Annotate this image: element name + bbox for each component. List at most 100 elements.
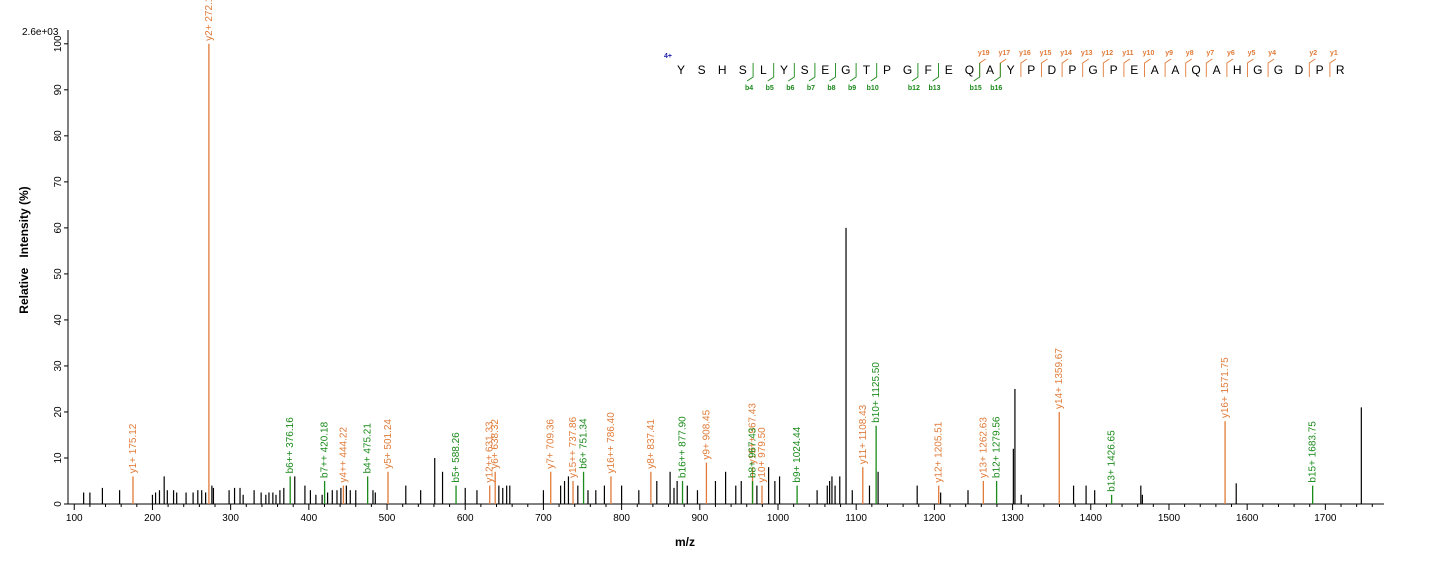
y-ion-label: y16 xyxy=(1019,50,1031,57)
x-tick-label: 1600 xyxy=(1236,513,1259,524)
x-tick-label: 900 xyxy=(691,513,708,524)
y-ion-label: y6 xyxy=(1227,50,1235,57)
b-ion-bracket xyxy=(767,63,775,82)
y-ion-bracket xyxy=(979,58,986,77)
b-ion-bracket xyxy=(788,63,795,82)
b-ion-label: b9 xyxy=(848,85,856,92)
sequence-residue: Y xyxy=(780,63,788,77)
sequence-residue: E xyxy=(1130,63,1138,77)
peak-label: b8+ 967.43 xyxy=(748,427,759,478)
x-tick-label: 1400 xyxy=(1080,513,1103,524)
sequence-residue: G xyxy=(1274,63,1283,77)
x-tick-label: 1300 xyxy=(1001,513,1024,524)
sequence-residue: L xyxy=(760,63,767,77)
sequence-residue: A xyxy=(1171,63,1179,77)
peak-label: y8+ 837.41 xyxy=(646,419,657,469)
sequence-residue: F xyxy=(925,63,932,77)
b-ion-label: b5 xyxy=(766,85,774,92)
sequence-residue: A xyxy=(1151,63,1159,77)
peak-label: b4+ 475.21 xyxy=(363,423,374,474)
y-tick-label: 20 xyxy=(53,406,64,418)
b-ion-bracket xyxy=(932,63,939,82)
x-tick-label: 1500 xyxy=(1158,513,1181,524)
y-ion-label: y14 xyxy=(1060,50,1072,57)
y-ion-label: y4 xyxy=(1268,50,1276,57)
peak-label: y12++ 631.33 xyxy=(485,421,496,483)
b-ion-bracket xyxy=(849,63,857,82)
sequence-residue: E xyxy=(821,63,829,77)
peak-label: b7++ 420.18 xyxy=(320,421,331,478)
y-ion-bracket xyxy=(1329,58,1337,77)
b-ion-label: b15 xyxy=(970,85,982,92)
peak-label: y19++ 967.43 xyxy=(748,403,759,465)
peak-label: y10+ 979.50 xyxy=(757,427,768,483)
x-axis-title: m/z xyxy=(675,535,695,549)
sequence-residue: Q xyxy=(1191,63,1200,77)
y-ion-label: y7 xyxy=(1206,50,1214,57)
y-ion-label: y13 xyxy=(1081,50,1093,57)
peaks xyxy=(83,43,1362,504)
peak-label: y6+ 638.32 xyxy=(490,419,501,469)
sequence-residue: A xyxy=(986,63,994,77)
y-tick-label: 70 xyxy=(53,176,64,188)
y-ion-bracket xyxy=(1082,58,1089,77)
y-ion-label: y17 xyxy=(998,50,1010,57)
peak-label: y16++ 786.40 xyxy=(606,412,617,474)
peak-label: y9+ 908.45 xyxy=(701,409,712,459)
sequence-residue: G xyxy=(1088,63,1097,77)
x-tick-label: 1200 xyxy=(923,513,946,524)
sequence-residue: S xyxy=(698,63,706,77)
peak-label: y15++ 737.86 xyxy=(568,416,579,478)
y-ion-label: y15 xyxy=(1040,50,1052,57)
y-ion-bracket xyxy=(1164,58,1172,77)
y-ion-bracket xyxy=(1267,58,1275,77)
y-tick-label: 90 xyxy=(53,84,64,96)
peak-label: y2+ 272.18 xyxy=(204,0,215,41)
b-ion-label: b6 xyxy=(786,85,794,92)
sequence-residue: P xyxy=(1316,63,1324,77)
y-ion-bracket xyxy=(1061,58,1069,77)
x-tick-label: 400 xyxy=(300,513,317,524)
peak-label: b15+ 1683.75 xyxy=(1308,421,1319,483)
peak-labels: y1+ 175.12 y2+ 272.18 b6++ 376.16 b7++ 420.… xyxy=(128,0,1319,492)
b-ion-bracket xyxy=(994,63,1001,82)
y-ion-bracket xyxy=(1308,58,1316,77)
x-tick-label: 300 xyxy=(222,513,239,524)
y-ion-label: y1 xyxy=(1330,50,1338,57)
peak-label: b10+ 1125.50 xyxy=(871,362,882,423)
peak-label: b6+ 751.34 xyxy=(579,418,590,469)
peak-label: b13+ 1426.65 xyxy=(1107,430,1118,492)
y-tick-label: 80 xyxy=(53,130,64,142)
b-ion-label: b4 xyxy=(745,85,753,92)
y-tick-label: 0 xyxy=(53,501,64,507)
peak-label: b5+ 588.26 xyxy=(451,432,462,483)
sequence-residue: G xyxy=(841,63,850,77)
sequence-residue: E xyxy=(945,63,953,77)
sequence-residue: S xyxy=(739,63,747,77)
sequence-residue: A xyxy=(1213,63,1221,77)
peak-label: b9+ 1024.44 xyxy=(792,426,803,482)
b-ion-label: b13 xyxy=(928,85,940,92)
b-ion-label: b16 xyxy=(990,85,1002,92)
y-tick-label: 60 xyxy=(53,222,64,234)
x-tick-label: 100 xyxy=(66,513,83,524)
y-ion-bracket xyxy=(1247,58,1254,77)
peak-label: y1+ 175.12 xyxy=(128,423,139,473)
b-ion-bracket xyxy=(829,63,836,82)
peak-label: y13+ 1262.63 xyxy=(978,417,989,478)
axes: 0 10 20 30 40 50 60 70 80 90 100 100 200 300 400 500 600… xyxy=(53,30,1384,524)
sequence-residue: H xyxy=(718,63,727,77)
y-ion-label: y8 xyxy=(1186,50,1194,57)
sequence-residue: P xyxy=(1110,63,1118,77)
y-ion-label: y2 xyxy=(1309,50,1317,57)
sequence-residue: S xyxy=(801,63,809,77)
peak-label: b16++ 877.90 xyxy=(678,416,689,478)
y-ion-bracket xyxy=(1102,58,1110,77)
y-ion-bracket xyxy=(1020,58,1028,77)
charge-state-label: 4+ xyxy=(664,53,672,60)
b-ion-bracket xyxy=(973,63,981,82)
x-tick-label: 1100 xyxy=(845,513,867,524)
y-tick-label: 50 xyxy=(53,268,64,280)
sequence-residue: G xyxy=(903,63,912,77)
